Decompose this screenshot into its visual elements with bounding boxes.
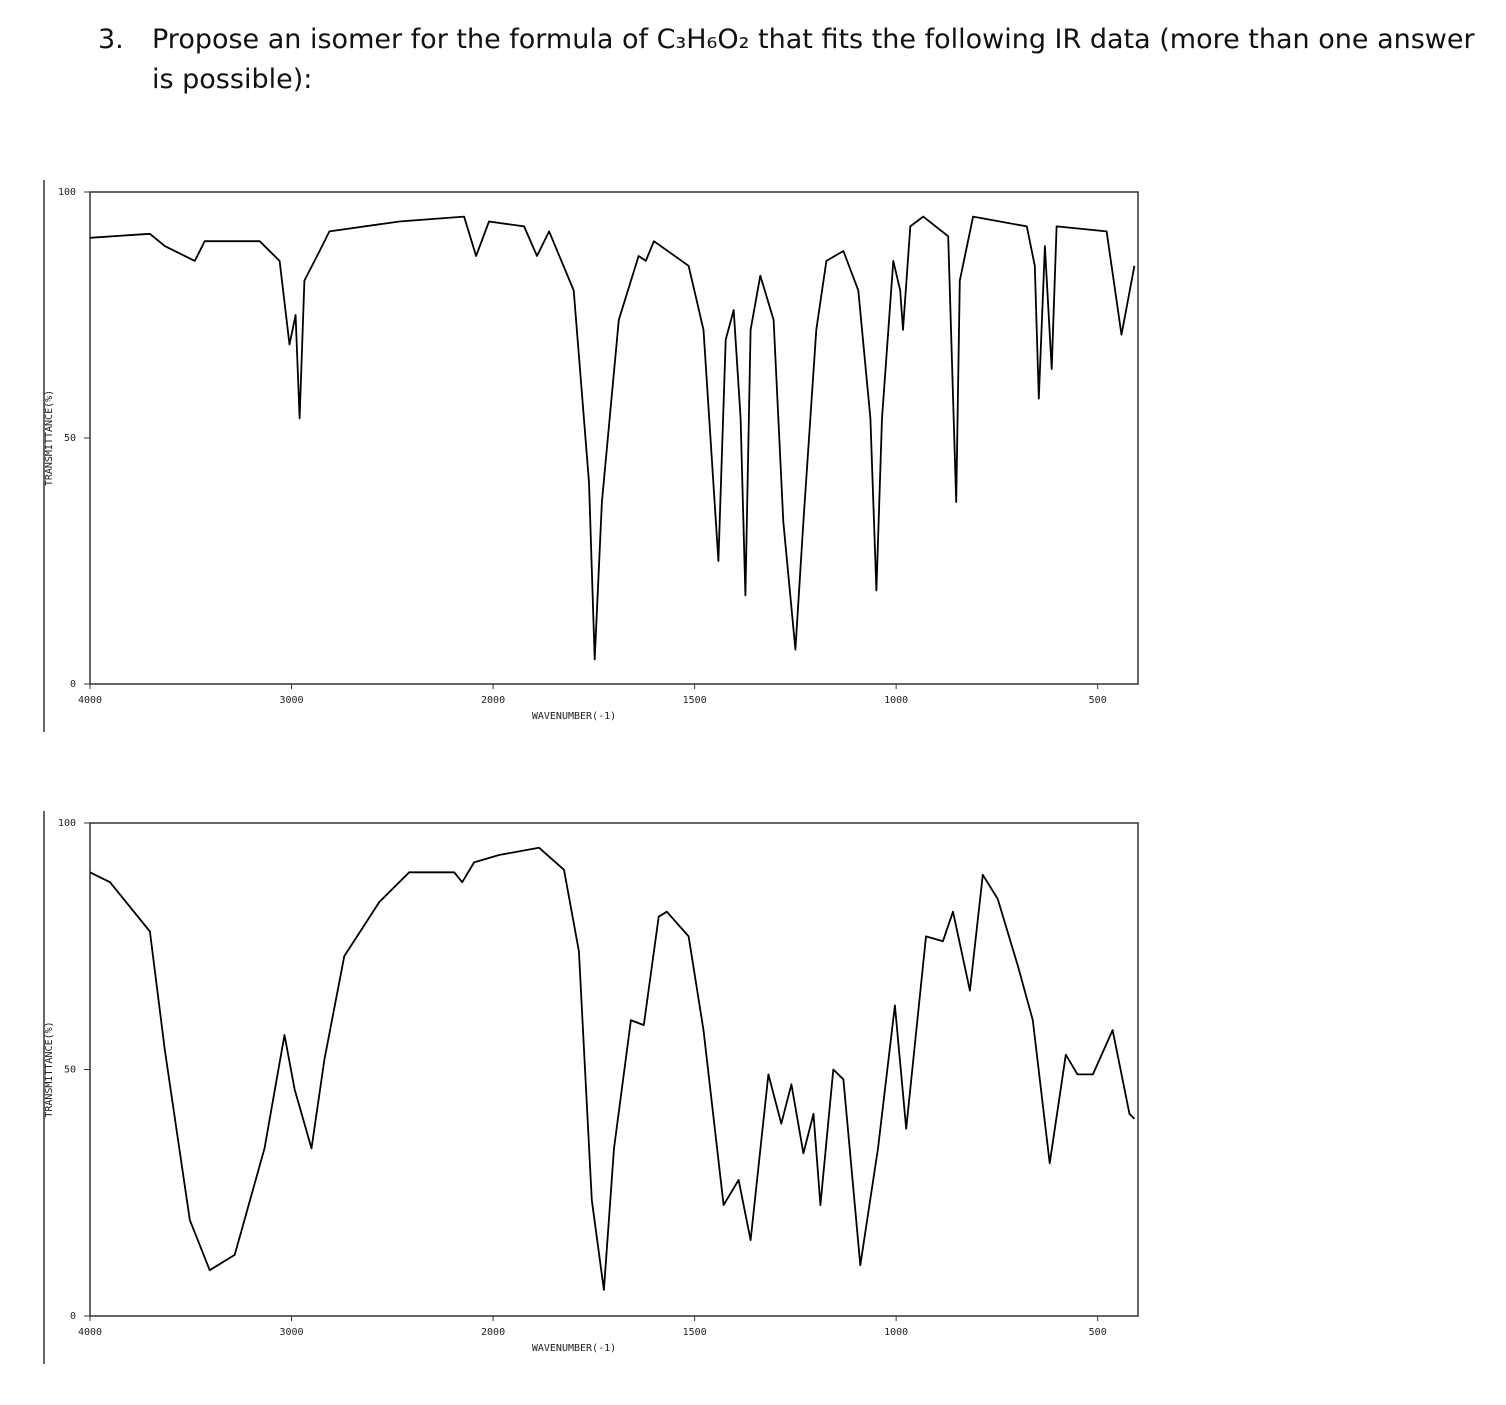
x-tick-label: 2000 (481, 695, 505, 706)
y-tick-label: 0 (70, 1311, 76, 1322)
x-tick-label: 3000 (279, 695, 303, 706)
x-tick-label: 1500 (683, 1327, 707, 1338)
question-number: 3. (98, 24, 124, 55)
y-tick-label: 0 (70, 679, 76, 690)
y-tick-label: 50 (64, 433, 76, 444)
plot-frame (89, 191, 1139, 685)
x-tick-label: 4000 (78, 695, 102, 706)
y-tick-label: 100 (58, 818, 76, 829)
x-tick-label: 1000 (884, 695, 908, 706)
y-tick-label: 50 (64, 1065, 76, 1076)
x-axis-label: WAVENUMBER(-1) (532, 1343, 616, 1354)
y-axis-label: TRANSMITTANCE(%) (44, 390, 55, 486)
x-tick-label: 1500 (683, 695, 707, 706)
spectrum-line (89, 846, 1136, 1291)
x-tick-label: 500 (1089, 695, 1107, 706)
spectrum-line (89, 215, 1136, 661)
x-tick-label: 1000 (884, 1327, 908, 1338)
x-axis-label: WAVENUMBER(-1) (532, 711, 616, 722)
x-tick-label: 4000 (78, 1327, 102, 1338)
question-text: Propose an isomer for the formula of C₃H… (152, 24, 1475, 95)
x-tick-label: 3000 (279, 1327, 303, 1338)
x-tick-label: 500 (1089, 1327, 1107, 1338)
x-tick-label: 2000 (481, 1327, 505, 1338)
y-axis-label: TRANSMITTANCE(%) (44, 1021, 55, 1117)
y-tick-label: 100 (58, 187, 76, 198)
